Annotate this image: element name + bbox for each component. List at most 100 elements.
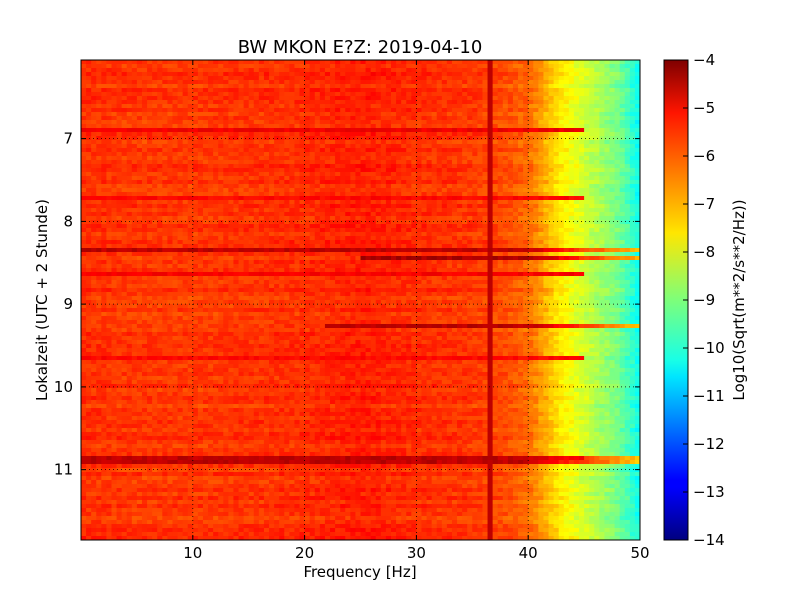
heatmap-cell <box>101 212 108 217</box>
heatmap-cell <box>269 236 275 241</box>
heatmap-cell <box>538 84 545 89</box>
heatmap-cell <box>197 232 204 237</box>
heatmap-cell <box>579 80 585 85</box>
heatmap-cell <box>441 156 448 161</box>
heatmap-cell <box>451 168 458 173</box>
heatmap-cell <box>380 180 387 185</box>
heatmap-cell <box>147 172 153 177</box>
heatmap-cell <box>187 204 194 209</box>
heatmap-cell <box>579 168 585 173</box>
heatmap-cell <box>324 112 331 117</box>
heatmap-cell <box>502 200 509 205</box>
heatmap-cell <box>507 60 514 65</box>
heatmap-cell <box>233 184 240 189</box>
heatmap-cell <box>314 76 321 81</box>
heatmap-cell <box>350 212 357 217</box>
heatmap-cell <box>218 228 224 233</box>
heatmap-cell <box>558 148 565 153</box>
heatmap-cell <box>629 108 636 113</box>
heatmap-cell <box>289 176 296 181</box>
heatmap-cell <box>446 140 453 145</box>
heatmap-cell <box>482 84 489 89</box>
heatmap-cell <box>594 76 600 81</box>
heatmap-cell <box>238 92 245 97</box>
heatmap-cell <box>401 128 407 133</box>
heatmap-cell <box>365 188 372 193</box>
heatmap-cell <box>157 92 163 97</box>
heatmap-cell <box>619 172 626 177</box>
heatmap-cell <box>218 88 224 93</box>
heatmap-cell <box>269 168 275 173</box>
heatmap-cell <box>548 220 555 225</box>
heatmap-cell <box>518 88 524 93</box>
heatmap-cell <box>512 176 519 181</box>
heatmap-cell <box>634 212 640 217</box>
heatmap-cell <box>309 80 316 85</box>
heatmap-cell <box>269 108 275 113</box>
heatmap-cell <box>263 80 270 85</box>
heatmap-cell <box>431 216 438 221</box>
heatmap-cell <box>192 76 199 81</box>
heatmap-cell <box>619 212 626 217</box>
heatmap-cell <box>91 144 97 149</box>
heatmap-cell <box>599 216 606 221</box>
heatmap-cell <box>162 96 168 101</box>
heatmap-cell <box>182 216 189 221</box>
heatmap-cell <box>584 60 590 65</box>
heatmap-cell <box>197 220 204 225</box>
heatmap-cell <box>96 80 102 85</box>
heatmap-cell <box>594 164 600 169</box>
heatmap-cell <box>604 164 611 169</box>
heatmap-cell <box>599 220 606 225</box>
heatmap-cell <box>309 176 316 181</box>
heatmap-cell <box>177 200 184 205</box>
heatmap-cell <box>157 116 163 121</box>
heatmap-cell <box>487 176 494 181</box>
heatmap-cell <box>213 108 219 113</box>
heatmap-cell <box>390 104 397 109</box>
heatmap-cell <box>238 116 245 121</box>
heatmap-cell <box>467 208 473 213</box>
heatmap-cell <box>634 160 640 165</box>
heatmap-cell <box>299 184 306 189</box>
heatmap-cell <box>136 160 143 165</box>
heatmap-cell <box>269 180 275 185</box>
heatmap-cell <box>604 80 611 85</box>
heatmap-cell <box>192 132 199 137</box>
heatmap-cell <box>208 236 214 241</box>
heatmap-cell <box>116 112 123 117</box>
heatmap-cell <box>172 216 179 221</box>
heatmap-cell <box>91 184 97 189</box>
heatmap-cell <box>599 128 606 133</box>
heatmap-cell <box>187 80 194 85</box>
heatmap-cell <box>279 160 285 165</box>
heatmap-cell <box>345 228 351 233</box>
heatmap-cell <box>248 240 255 245</box>
heatmap-cell <box>238 200 245 205</box>
heatmap-cell <box>86 212 92 217</box>
heatmap-cell <box>243 164 250 169</box>
heatmap-cell <box>446 64 453 69</box>
heatmap-cell <box>614 96 621 101</box>
heatmap-cell <box>441 128 448 133</box>
heatmap-cell <box>629 148 636 153</box>
heatmap-cell <box>248 204 255 209</box>
heatmap-cell <box>492 196 499 201</box>
heatmap-cell <box>111 172 118 177</box>
heatmap-cell <box>370 188 377 193</box>
heatmap-cell <box>279 236 285 241</box>
heatmap-cell <box>553 192 560 197</box>
heatmap-cell <box>121 128 128 133</box>
heatmap-cell <box>543 212 550 217</box>
heatmap-cell <box>360 176 367 181</box>
heatmap-cell <box>106 196 113 201</box>
heatmap-cell <box>385 184 392 189</box>
heatmap-cell <box>233 148 240 153</box>
heatmap-cell <box>584 216 590 221</box>
heatmap-cell <box>375 96 382 101</box>
heatmap-cell <box>528 88 534 93</box>
heatmap-cell <box>213 204 219 209</box>
heatmap-cell <box>619 164 626 169</box>
heatmap-cell <box>380 212 387 217</box>
heatmap-cell <box>375 228 382 233</box>
